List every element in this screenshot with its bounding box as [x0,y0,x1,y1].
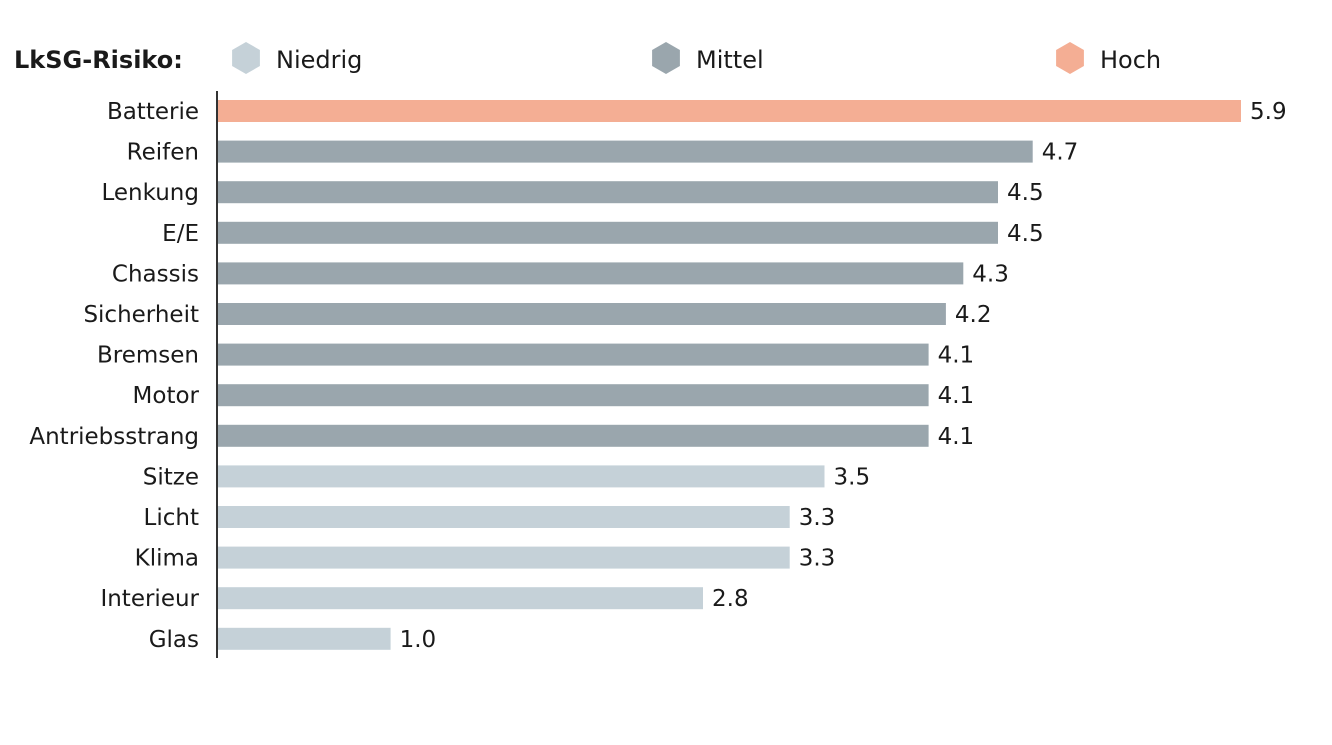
legend-label-hoch: Hoch [1100,46,1161,74]
category-label-antriebsstrang: Antriebsstrang [29,424,199,450]
legend-title: LkSG-Risiko: [14,46,183,74]
bar-antriebsstrang [217,424,929,447]
value-labels: 5.9 4.7 4.5 4.5 4.3 4.2 4.1 4.1 4.1 3.5 3.3 3.3 2.8 1… [400,99,1287,653]
category-label-licht: Licht [144,505,199,531]
legend: LkSG-Risiko: Niedrig Mittel Hoch [14,42,1161,74]
bar-e-e [217,221,998,244]
category-label-glas: Glas [149,627,199,653]
bar-sicherheit [217,303,946,325]
bar-interieur [217,587,703,610]
value-label-reifen: 4.7 [1042,140,1079,166]
value-label-e-e: 4.5 [1007,221,1044,247]
value-label-motor: 4.1 [938,383,975,409]
category-label-batterie: Batterie [107,99,199,125]
bar-reifen [217,140,1033,163]
value-label-antriebsstrang: 4.1 [938,424,975,450]
value-label-bremsen: 4.1 [938,343,975,369]
category-label-klima: Klima [135,546,199,572]
value-label-glas: 1.0 [400,627,437,653]
bar-chassis [217,262,964,285]
bar-batterie [217,100,1241,122]
category-label-reifen: Reifen [127,140,199,166]
category-label-motor: Motor [133,383,200,409]
legend-mittel-hexagon-icon [652,42,680,74]
category-labels: Batterie Reifen Lenkung E/E Chassis Sicherhei… [29,99,199,653]
bar-sitze [217,465,825,488]
value-label-chassis: 4.3 [972,261,1009,287]
value-label-interieur: 2.8 [712,586,749,612]
value-label-lenkung: 4.5 [1007,180,1044,206]
value-label-klima: 3.3 [799,546,836,572]
bars [217,100,1241,650]
category-label-e-e: E/E [162,221,199,247]
legend-niedrig-hexagon-icon [232,42,260,74]
value-label-licht: 3.3 [799,505,836,531]
bar-motor [217,384,929,407]
bar-glas [217,627,391,650]
bar-licht [217,506,790,528]
category-label-lenkung: Lenkung [101,180,199,206]
category-label-interieur: Interieur [100,586,199,612]
legend-label-mittel: Mittel [696,46,764,74]
category-label-sitze: Sitze [143,464,199,490]
legend-hoch-hexagon-icon [1056,42,1084,74]
bar-klima [217,546,790,569]
value-label-batterie: 5.9 [1250,99,1287,125]
value-label-sitze: 3.5 [834,464,871,490]
value-label-sicherheit: 4.2 [955,302,992,328]
legend-label-niedrig: Niedrig [276,46,362,74]
category-label-chassis: Chassis [112,261,199,287]
bar-bremsen [217,343,929,366]
bar-lenkung [217,181,998,204]
category-label-sicherheit: Sicherheit [83,302,199,328]
category-label-bremsen: Bremsen [97,343,199,369]
